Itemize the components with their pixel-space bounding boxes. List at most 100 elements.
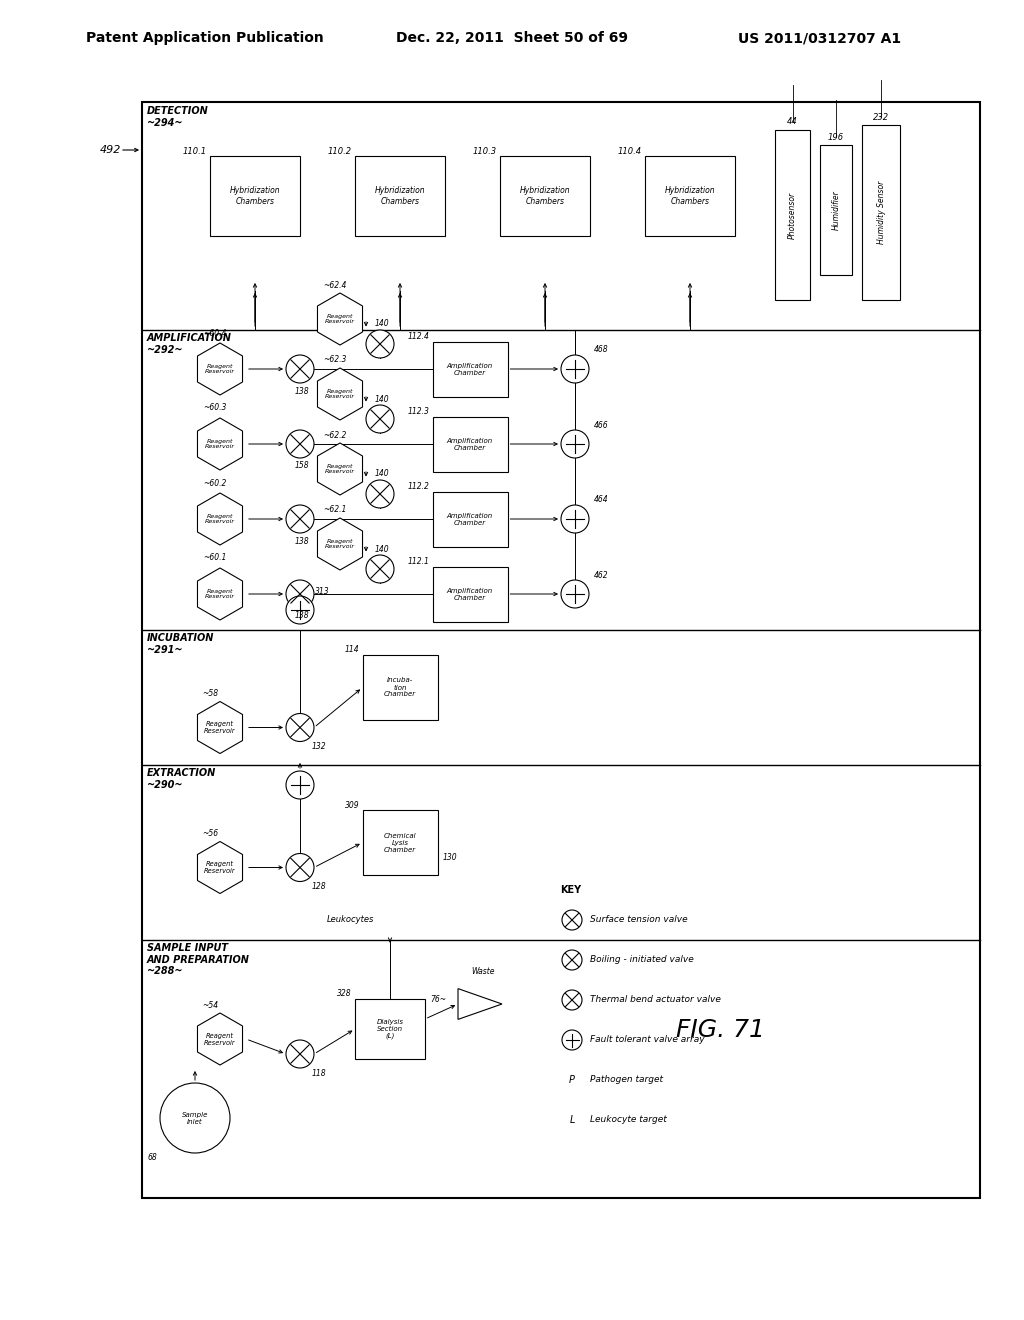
Text: 112.2: 112.2 [408, 482, 429, 491]
Text: Fault tolerant valve array: Fault tolerant valve array [590, 1035, 705, 1044]
FancyBboxPatch shape [142, 102, 980, 1199]
Text: ~54: ~54 [202, 1001, 218, 1010]
Circle shape [366, 554, 394, 583]
FancyBboxPatch shape [432, 491, 508, 546]
Text: Incuba-
tion
Chamber: Incuba- tion Chamber [384, 677, 416, 697]
Circle shape [561, 506, 589, 533]
Text: Leukocytes: Leukocytes [327, 916, 374, 924]
Text: Waste: Waste [471, 968, 495, 977]
Circle shape [286, 506, 314, 533]
Text: 112.3: 112.3 [408, 407, 429, 416]
Text: P: P [569, 1074, 574, 1085]
Text: 138: 138 [295, 387, 309, 396]
Circle shape [562, 950, 582, 970]
FancyBboxPatch shape [432, 342, 508, 396]
Text: 138: 138 [295, 536, 309, 545]
Polygon shape [317, 444, 362, 495]
Text: 158: 158 [295, 462, 309, 470]
Text: ~58: ~58 [202, 689, 218, 698]
Polygon shape [198, 343, 243, 395]
Text: 140: 140 [375, 544, 389, 553]
Text: Reagent
Reservoir: Reagent Reservoir [325, 463, 355, 474]
Circle shape [286, 355, 314, 383]
Polygon shape [198, 418, 243, 470]
Polygon shape [317, 517, 362, 570]
Circle shape [561, 355, 589, 383]
Text: ~62.4: ~62.4 [324, 281, 347, 289]
Text: 112.4: 112.4 [408, 333, 429, 341]
Circle shape [562, 1030, 582, 1049]
Text: Reagent
Reservoir: Reagent Reservoir [204, 1032, 236, 1045]
Text: Hybridization
Chambers: Hybridization Chambers [520, 186, 570, 206]
Text: Photosensor: Photosensor [788, 191, 797, 239]
Text: 118: 118 [311, 1068, 327, 1077]
Text: ~62.2: ~62.2 [324, 430, 347, 440]
Text: 130: 130 [442, 853, 457, 862]
Text: 140: 140 [375, 395, 389, 404]
Text: 112.1: 112.1 [408, 557, 429, 566]
Text: Chemical
Lysis
Chamber: Chemical Lysis Chamber [384, 833, 417, 853]
Text: EXTRACTION
~290~: EXTRACTION ~290~ [147, 768, 216, 789]
Text: Dialysis
Section
(L): Dialysis Section (L) [377, 1019, 403, 1039]
Text: Reagent
Reservoir: Reagent Reservoir [205, 363, 234, 375]
Text: ~62.1: ~62.1 [324, 506, 347, 515]
Text: US 2011/0312707 A1: US 2011/0312707 A1 [738, 30, 901, 45]
Text: Reagent
Reservoir: Reagent Reservoir [205, 513, 234, 524]
Text: Reagent
Reservoir: Reagent Reservoir [205, 589, 234, 599]
Text: Hybridization
Chambers: Hybridization Chambers [229, 186, 281, 206]
Text: KEY: KEY [560, 884, 582, 895]
Text: 462: 462 [594, 570, 608, 579]
Circle shape [286, 1040, 314, 1068]
Text: 196: 196 [828, 132, 844, 141]
Text: 110.2: 110.2 [328, 147, 352, 156]
FancyBboxPatch shape [820, 145, 852, 275]
FancyBboxPatch shape [210, 156, 300, 236]
Text: Reagent
Reservoir: Reagent Reservoir [325, 388, 355, 400]
Text: 313: 313 [314, 586, 330, 595]
Text: 140: 140 [375, 319, 389, 329]
Circle shape [561, 430, 589, 458]
Circle shape [561, 579, 589, 609]
Text: Surface tension valve: Surface tension valve [590, 916, 688, 924]
Text: 110.3: 110.3 [473, 147, 497, 156]
Text: AMPLIFICATION
~292~: AMPLIFICATION ~292~ [147, 333, 231, 355]
Text: 76~: 76~ [430, 994, 446, 1003]
Circle shape [562, 990, 582, 1010]
Polygon shape [317, 293, 362, 345]
Text: Reagent
Reservoir: Reagent Reservoir [204, 861, 236, 874]
Text: Patent Application Publication: Patent Application Publication [86, 30, 324, 45]
Text: Humidity Sensor: Humidity Sensor [877, 181, 886, 244]
Text: ~60.3: ~60.3 [204, 404, 226, 412]
Text: Hybridization
Chambers: Hybridization Chambers [665, 186, 716, 206]
Text: Amplification
Chamber: Amplification Chamber [446, 587, 494, 601]
Polygon shape [458, 989, 502, 1019]
Text: ~60.1: ~60.1 [204, 553, 226, 562]
Circle shape [286, 854, 314, 882]
Text: 232: 232 [872, 112, 889, 121]
Polygon shape [198, 842, 243, 894]
FancyBboxPatch shape [500, 156, 590, 236]
Text: FIG. 71: FIG. 71 [676, 1018, 765, 1041]
Circle shape [366, 330, 394, 358]
FancyBboxPatch shape [775, 129, 810, 300]
Text: Reagent
Reservoir: Reagent Reservoir [325, 539, 355, 549]
Text: L: L [569, 1115, 574, 1125]
Text: 110.1: 110.1 [183, 147, 207, 156]
Text: 68: 68 [147, 1154, 157, 1163]
Ellipse shape [160, 1082, 230, 1152]
Circle shape [286, 597, 314, 624]
Text: 492: 492 [99, 145, 121, 154]
Circle shape [286, 579, 314, 609]
Text: Reagent
Reservoir: Reagent Reservoir [205, 438, 234, 449]
Circle shape [286, 714, 314, 742]
Text: 309: 309 [345, 800, 359, 809]
FancyBboxPatch shape [432, 417, 508, 471]
Text: ~60.4: ~60.4 [204, 329, 226, 338]
FancyBboxPatch shape [362, 810, 437, 875]
Text: Humidifier: Humidifier [831, 190, 841, 230]
Text: Amplification
Chamber: Amplification Chamber [446, 363, 494, 376]
Text: INCUBATION
~291~: INCUBATION ~291~ [147, 634, 214, 655]
Text: 128: 128 [311, 882, 327, 891]
Text: 138: 138 [295, 611, 309, 620]
Circle shape [286, 430, 314, 458]
